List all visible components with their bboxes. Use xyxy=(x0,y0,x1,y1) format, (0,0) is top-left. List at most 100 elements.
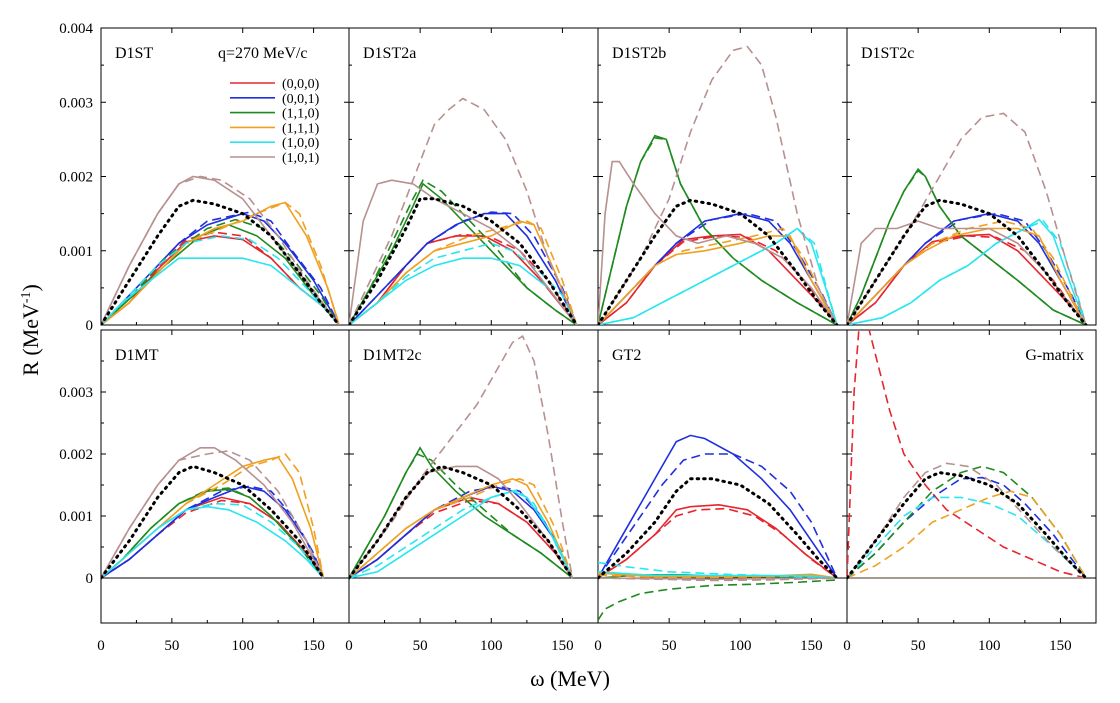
x-tick-label: 150 xyxy=(800,638,823,654)
panel-d1st2b: D1ST2b xyxy=(597,27,848,326)
series-101-solid xyxy=(101,175,340,325)
series-100-dashed xyxy=(598,561,838,579)
series-free-response xyxy=(349,197,579,325)
series-100-dashed xyxy=(101,502,325,579)
panel-frame xyxy=(846,27,1097,326)
series-111-solid xyxy=(847,227,1087,325)
x-tick-label: 50 xyxy=(911,638,926,654)
series-000-solid xyxy=(598,503,838,579)
y-tick-label: 0.003 xyxy=(59,385,93,401)
panel-d1st2c: D1ST2c xyxy=(846,27,1097,326)
series-101-dashed xyxy=(349,335,574,579)
x-tick-label: 0 xyxy=(594,638,602,654)
series-101-dashed xyxy=(101,175,340,325)
series-free-response xyxy=(847,471,1088,580)
plot-area xyxy=(847,330,1088,580)
plot-area xyxy=(598,434,839,621)
series-101-dashed xyxy=(598,577,838,582)
series-free-response xyxy=(101,464,325,580)
series-110-dashed xyxy=(598,137,838,325)
panel-g-matrix: 0 50 100 150 G-matrix xyxy=(843,329,1097,654)
series-001-solid xyxy=(101,485,325,579)
legend-label: (1,0,1) xyxy=(282,151,320,166)
series-free-response xyxy=(847,198,1088,325)
series-111-dashed xyxy=(349,477,574,579)
panel-title: G-matrix xyxy=(1025,347,1084,364)
y-axis-label: R (MeV-1) xyxy=(18,284,43,376)
panel-frame xyxy=(348,329,599,624)
x-tick-label: 150 xyxy=(302,638,325,654)
panel-title: D1ST xyxy=(115,45,153,62)
series-100-solid xyxy=(101,257,340,325)
series-100-dashed xyxy=(349,242,578,325)
series-110-dashed xyxy=(101,218,340,325)
series-111-dashed xyxy=(349,220,578,325)
y-tick-label: 0 xyxy=(86,571,94,587)
y-tick-label: 0.003 xyxy=(59,95,93,111)
series-000-dashed xyxy=(847,330,1087,579)
series-111-dashed xyxy=(598,227,838,325)
series-001-dashed xyxy=(349,211,578,325)
series-100-dashed xyxy=(847,496,1087,579)
plot-area xyxy=(349,97,579,325)
panel-d1mt: 0 0.001 0.002 0.003 0 50 100 150 D1MT xyxy=(59,329,350,654)
series-free-response xyxy=(598,477,839,580)
y-tick-label: 0.004 xyxy=(59,21,93,37)
series-100-dashed xyxy=(349,489,574,579)
x-tick-label: 50 xyxy=(413,638,428,654)
y-tick-label: 0.001 xyxy=(59,244,93,260)
series-101-solid xyxy=(847,220,1087,325)
series-101-dashed xyxy=(847,462,1087,579)
x-tick-label: 100 xyxy=(729,638,752,654)
series-100-solid xyxy=(349,490,574,579)
plot-area xyxy=(349,335,574,580)
series-001-dashed xyxy=(847,476,1087,579)
q-label: q=270 MeV/c xyxy=(218,45,307,62)
x-tick-label: 0 xyxy=(843,638,851,654)
series-101-solid xyxy=(598,160,838,325)
x-tick-label: 0 xyxy=(97,638,105,654)
y-tick-label: 0 xyxy=(86,318,94,334)
series-110-dashed xyxy=(598,579,838,621)
series-001-dashed xyxy=(101,485,325,579)
legend-label: (0,0,1) xyxy=(282,92,320,107)
plot-area xyxy=(101,447,325,580)
x-tick-label: 100 xyxy=(480,638,503,654)
panel-title: D1ST2a xyxy=(363,45,416,62)
panel-frame xyxy=(846,329,1097,624)
series-101-solid xyxy=(598,577,838,581)
panel-title: D1MT2c xyxy=(363,347,422,364)
series-111-dashed xyxy=(101,201,340,325)
series-101-dashed xyxy=(847,112,1087,325)
legend-label: (0,0,0) xyxy=(282,77,320,92)
series-110-solid xyxy=(598,134,838,325)
series-001-solid xyxy=(598,434,838,579)
panel-title: D1ST2c xyxy=(861,45,914,62)
legend-label: (1,0,0) xyxy=(282,136,320,151)
series-001-dashed xyxy=(598,453,838,579)
x-axis-label: ω (MeV) xyxy=(530,666,610,691)
series-110-dashed xyxy=(349,179,578,325)
panel-frame xyxy=(348,27,599,326)
panel-d1mt2c: 0 50 100 150 D1MT2c xyxy=(345,329,599,654)
legend-label: (1,1,0) xyxy=(282,107,320,122)
series-110-solid xyxy=(101,488,325,579)
panel-frame xyxy=(100,329,350,624)
series-110-solid xyxy=(847,167,1087,325)
series-100-solid xyxy=(349,257,578,325)
panel-gt2: 0 50 100 150 GT2 xyxy=(594,329,848,654)
x-tick-label: 0 xyxy=(345,638,353,654)
series-110-dashed xyxy=(847,465,1087,579)
series-101-dashed xyxy=(101,450,325,579)
panels-group: 0 0.001 0.002 0.003 0.004 D1ST q=270 MeV/c (0,0… xyxy=(59,21,1097,654)
panel-d1st2a: D1ST2a xyxy=(348,27,599,326)
y-tick-label: 0.002 xyxy=(59,447,93,463)
series-101-dashed xyxy=(598,45,838,325)
panel-title: GT2 xyxy=(612,347,641,364)
series-110-dashed xyxy=(847,169,1087,325)
panel-d1st: 0 0.001 0.002 0.003 0.004 D1ST q=270 MeV/c (0,0… xyxy=(59,21,350,334)
series-101-dashed xyxy=(349,97,578,325)
plot-area xyxy=(847,112,1088,325)
series-100-dashed xyxy=(847,220,1087,325)
